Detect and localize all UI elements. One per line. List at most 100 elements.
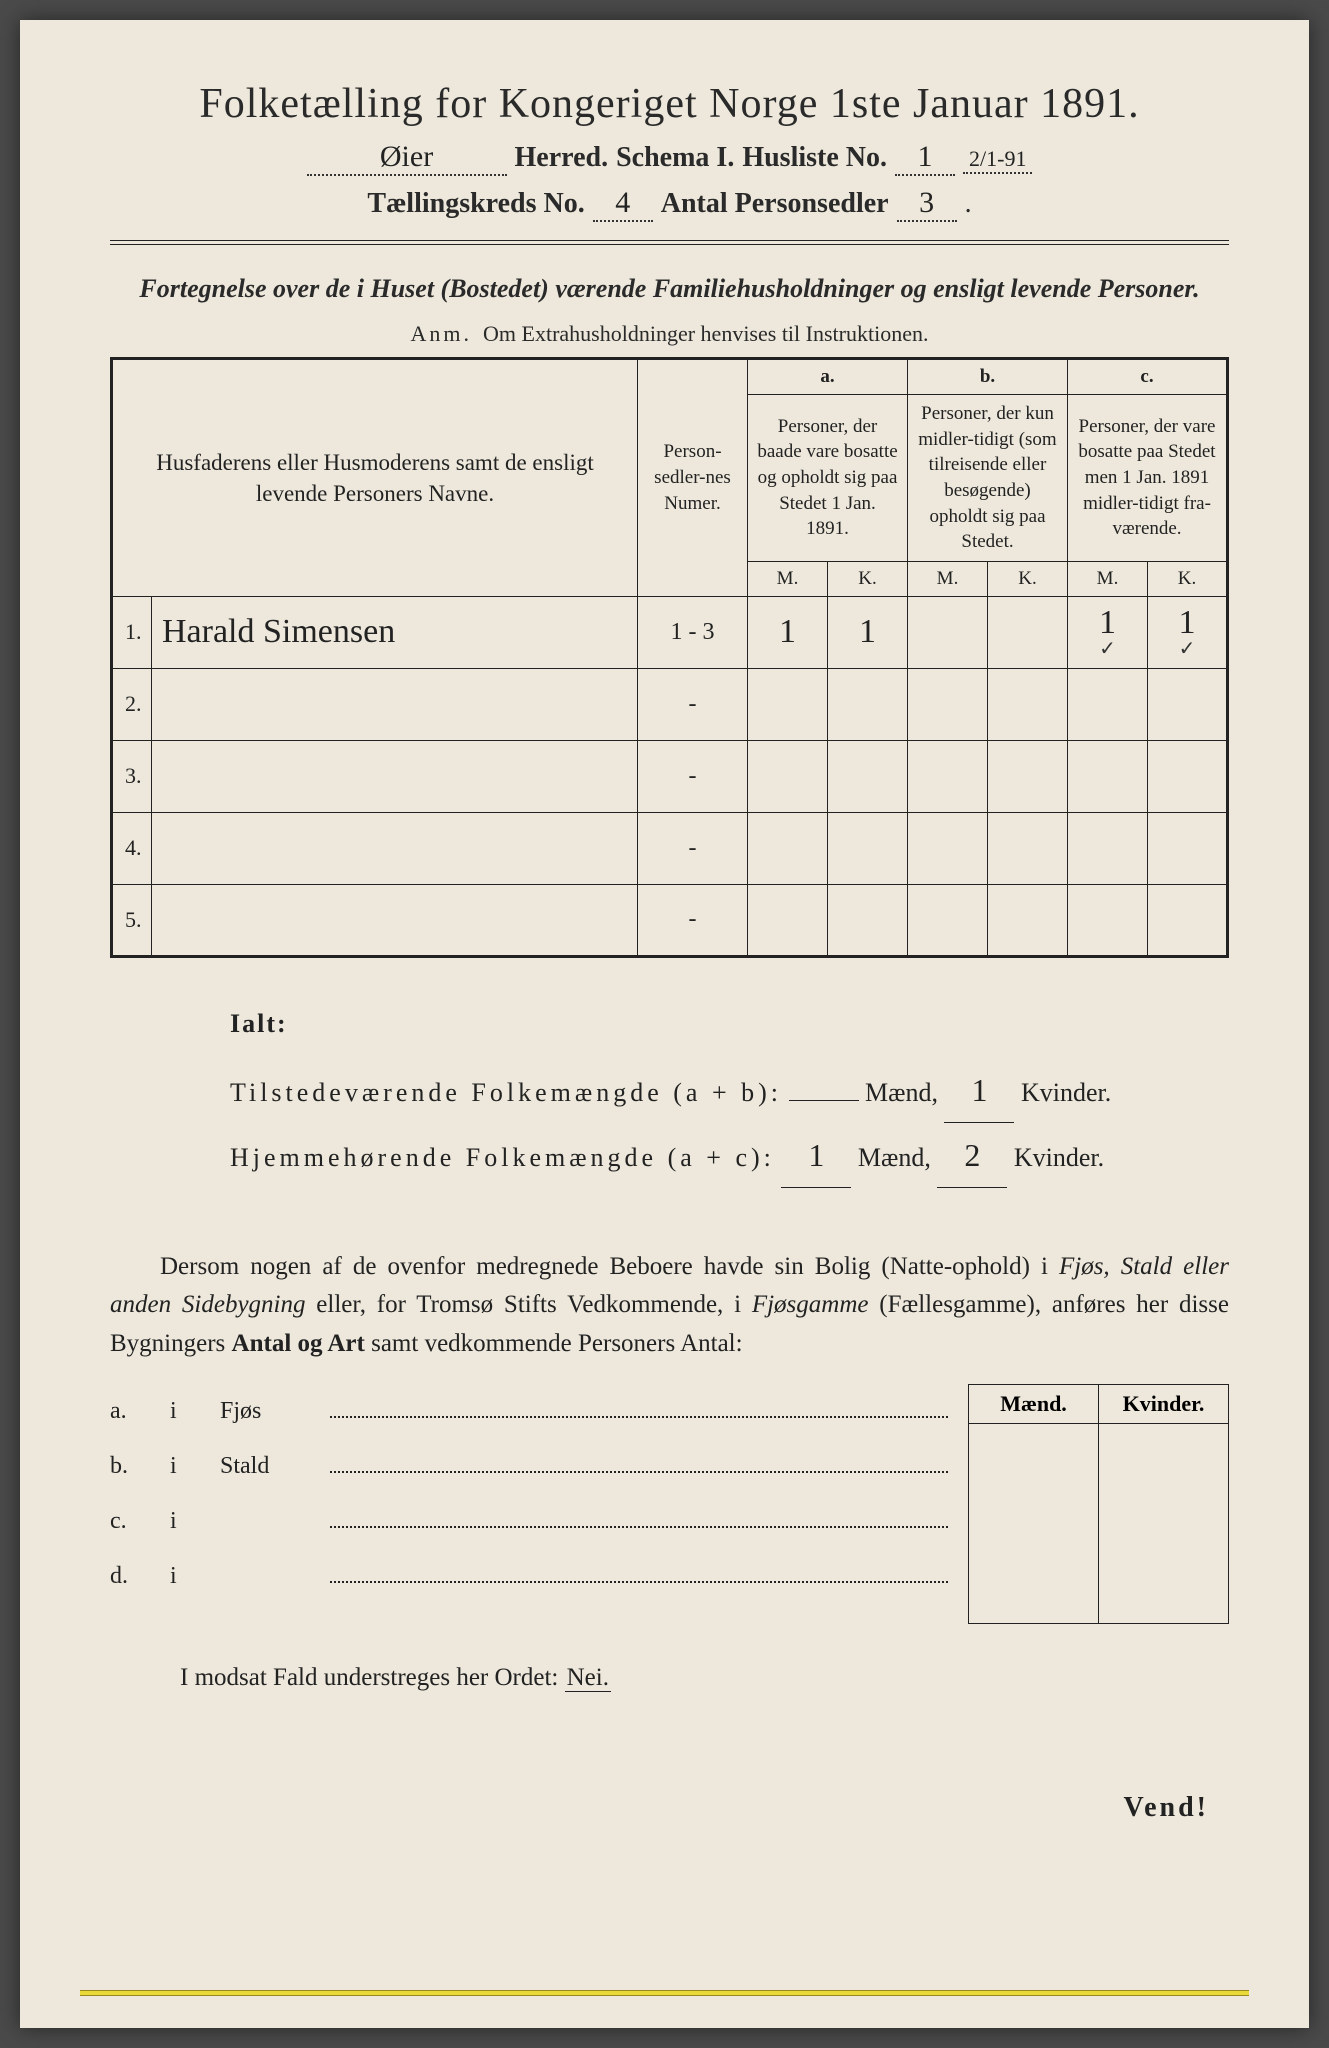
c-m-cell bbox=[1068, 812, 1148, 884]
outbuilding-row: b. i Stald bbox=[110, 1439, 948, 1494]
person-numbers: 1 - 3 bbox=[638, 596, 748, 668]
a-m-cell: 1 bbox=[748, 596, 828, 668]
outbuilding-row: d. i bbox=[110, 1549, 948, 1604]
person-numbers: - bbox=[638, 668, 748, 740]
col-c-label: c. bbox=[1068, 359, 1228, 395]
a-k-cell bbox=[828, 812, 908, 884]
row-number: 4. bbox=[112, 812, 152, 884]
census-form-page: Folketælling for Kongeriget Norge 1ste J… bbox=[20, 20, 1309, 2028]
ob-dots bbox=[330, 1559, 948, 1583]
col-c-desc: Personer, der vare bosatte paa Stedet me… bbox=[1068, 395, 1228, 562]
b-m-cell bbox=[908, 596, 988, 668]
ob-i: i bbox=[170, 1494, 200, 1549]
tilstede-k: 1 bbox=[944, 1058, 1014, 1123]
c-m-cell bbox=[1068, 668, 1148, 740]
b-m-cell bbox=[908, 740, 988, 812]
b-k-cell bbox=[988, 596, 1068, 668]
table-row: 4. - bbox=[112, 812, 1228, 884]
b-k-cell bbox=[988, 812, 1068, 884]
a-m: M. bbox=[748, 561, 828, 596]
anm-text: Om Extrahusholdninger henvises til Instr… bbox=[483, 321, 928, 346]
outbuilding-block: a. i Fjøs b. i Stald c. i d. i Mænd. Kvi… bbox=[110, 1384, 1229, 1624]
antal-field: 3 bbox=[897, 186, 957, 222]
ob-name: Stald bbox=[220, 1439, 310, 1494]
ob-maend: Mænd. bbox=[969, 1384, 1099, 1423]
ob-name: Fjøs bbox=[220, 1384, 310, 1439]
outbuilding-mk-table: Mænd. Kvinder. bbox=[968, 1384, 1229, 1624]
row-number: 1. bbox=[112, 596, 152, 668]
b-m-cell bbox=[908, 884, 988, 956]
c-k: K. bbox=[1148, 561, 1228, 596]
householder-name bbox=[152, 884, 638, 956]
date-note: 2/1-91 bbox=[963, 146, 1032, 174]
a-k-cell bbox=[828, 668, 908, 740]
antal-label: Antal Personsedler bbox=[661, 188, 889, 220]
ialt-label: Ialt: bbox=[230, 998, 1229, 1050]
table-row: 3. - bbox=[112, 740, 1228, 812]
ob-letter: a. bbox=[110, 1384, 150, 1439]
binding-strip bbox=[80, 1990, 1249, 1996]
householder-name bbox=[152, 740, 638, 812]
kreds-label: Tællingskreds No. bbox=[367, 188, 584, 220]
person-numbers: - bbox=[638, 884, 748, 956]
ob-i: i bbox=[170, 1439, 200, 1494]
c-k-cell bbox=[1148, 812, 1228, 884]
b-k-cell bbox=[988, 668, 1068, 740]
hjemme-row: Hjemmehørende Folkemængde (a + c): 1 Mæn… bbox=[230, 1123, 1229, 1188]
annotation-line: Anm. Om Extrahusholdninger henvises til … bbox=[110, 321, 1229, 347]
a-m-cell bbox=[748, 668, 828, 740]
householder-name: Harald Simensen bbox=[152, 596, 638, 668]
tilstede-row: Tilstedeværende Folkemængde (a + b): Mæn… bbox=[230, 1058, 1229, 1123]
anm-label: Anm. bbox=[411, 321, 473, 346]
herred-field: Øier bbox=[307, 140, 507, 176]
b-m-cell bbox=[908, 812, 988, 884]
col-name-header: Husfaderens eller Husmoderens samt de en… bbox=[112, 359, 638, 596]
col-a-desc: Personer, der baade vare bosatte og opho… bbox=[748, 395, 908, 562]
a-k-cell bbox=[828, 740, 908, 812]
a-k-cell: 1 bbox=[828, 596, 908, 668]
a-k: K. bbox=[828, 561, 908, 596]
ob-kvinder: Kvinder. bbox=[1099, 1384, 1229, 1423]
row-number: 5. bbox=[112, 884, 152, 956]
householder-name bbox=[152, 812, 638, 884]
husliste-label: Husliste No. bbox=[742, 142, 887, 174]
ob-i: i bbox=[170, 1384, 200, 1439]
ob-k-cell bbox=[1099, 1423, 1229, 1623]
b-m: M. bbox=[908, 561, 988, 596]
ob-letter: c. bbox=[110, 1494, 150, 1549]
person-numbers: - bbox=[638, 812, 748, 884]
kreds-field: 4 bbox=[593, 186, 653, 222]
ob-dots bbox=[330, 1449, 948, 1473]
header-row-1: Øier Herred. Schema I. Husliste No. 1 2/… bbox=[110, 140, 1229, 176]
vend-label: Vend! bbox=[110, 1792, 1229, 1824]
c-k-cell bbox=[1148, 668, 1228, 740]
person-numbers: - bbox=[638, 740, 748, 812]
c-m-cell bbox=[1068, 740, 1148, 812]
col-b-label: b. bbox=[908, 359, 1068, 395]
b-m-cell bbox=[908, 668, 988, 740]
ob-dots bbox=[330, 1394, 948, 1418]
b-k-cell bbox=[988, 884, 1068, 956]
divider bbox=[110, 240, 1229, 245]
ob-letter: b. bbox=[110, 1439, 150, 1494]
ob-i: i bbox=[170, 1549, 200, 1604]
row-number: 3. bbox=[112, 740, 152, 812]
outbuilding-list: a. i Fjøs b. i Stald c. i d. i bbox=[110, 1384, 948, 1624]
c-m-cell: 1✓ bbox=[1068, 596, 1148, 668]
ob-letter: d. bbox=[110, 1549, 150, 1604]
household-table: Husfaderens eller Husmoderens samt de en… bbox=[110, 357, 1229, 957]
a-m-cell bbox=[748, 812, 828, 884]
c-k-cell bbox=[1148, 884, 1228, 956]
c-m-cell bbox=[1068, 884, 1148, 956]
a-k-cell bbox=[828, 884, 908, 956]
row-number: 2. bbox=[112, 668, 152, 740]
page-title: Folketælling for Kongeriget Norge 1ste J… bbox=[110, 80, 1229, 128]
modsat-line: I modsat Fald understreges her Ordet: Ne… bbox=[110, 1664, 1229, 1692]
nei-word: Nei. bbox=[565, 1664, 611, 1692]
a-m-cell bbox=[748, 740, 828, 812]
table-row: 5. - bbox=[112, 884, 1228, 956]
col-b-desc: Personer, der kun midler-tidigt (som til… bbox=[908, 395, 1068, 562]
c-m: M. bbox=[1068, 561, 1148, 596]
col-a-label: a. bbox=[748, 359, 908, 395]
ob-dots bbox=[330, 1504, 948, 1528]
